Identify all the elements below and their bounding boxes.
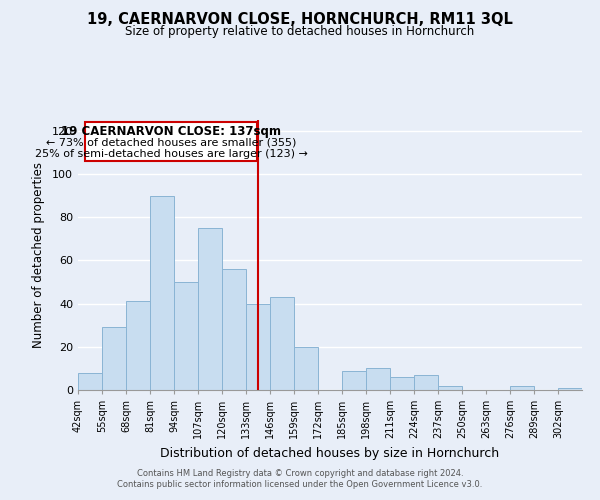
Text: 19, CAERNARVON CLOSE, HORNCHURCH, RM11 3QL: 19, CAERNARVON CLOSE, HORNCHURCH, RM11 3… [87,12,513,28]
Bar [558,388,582,390]
Text: 25% of semi-detached houses are larger (123) →: 25% of semi-detached houses are larger (… [35,149,307,159]
Bar [270,297,294,390]
Text: Size of property relative to detached houses in Hornchurch: Size of property relative to detached ho… [125,25,475,38]
Bar [78,372,102,390]
Bar [126,302,150,390]
Y-axis label: Number of detached properties: Number of detached properties [32,162,45,348]
Text: Contains public sector information licensed under the Open Government Licence v3: Contains public sector information licen… [118,480,482,489]
Bar [102,328,126,390]
Bar [174,282,198,390]
Text: 19 CAERNARVON CLOSE: 137sqm: 19 CAERNARVON CLOSE: 137sqm [61,126,281,138]
Text: ← 73% of detached houses are smaller (355): ← 73% of detached houses are smaller (35… [46,138,296,147]
Bar [294,347,318,390]
Bar [390,377,414,390]
X-axis label: Distribution of detached houses by size in Hornchurch: Distribution of detached houses by size … [160,446,500,460]
Bar [510,386,534,390]
Text: Contains HM Land Registry data © Crown copyright and database right 2024.: Contains HM Land Registry data © Crown c… [137,468,463,477]
Bar [222,269,246,390]
Bar [198,228,222,390]
Bar [366,368,390,390]
Bar [246,304,270,390]
Bar [438,386,462,390]
FancyBboxPatch shape [85,122,257,161]
Bar [342,370,366,390]
Bar [414,375,438,390]
Bar [150,196,174,390]
